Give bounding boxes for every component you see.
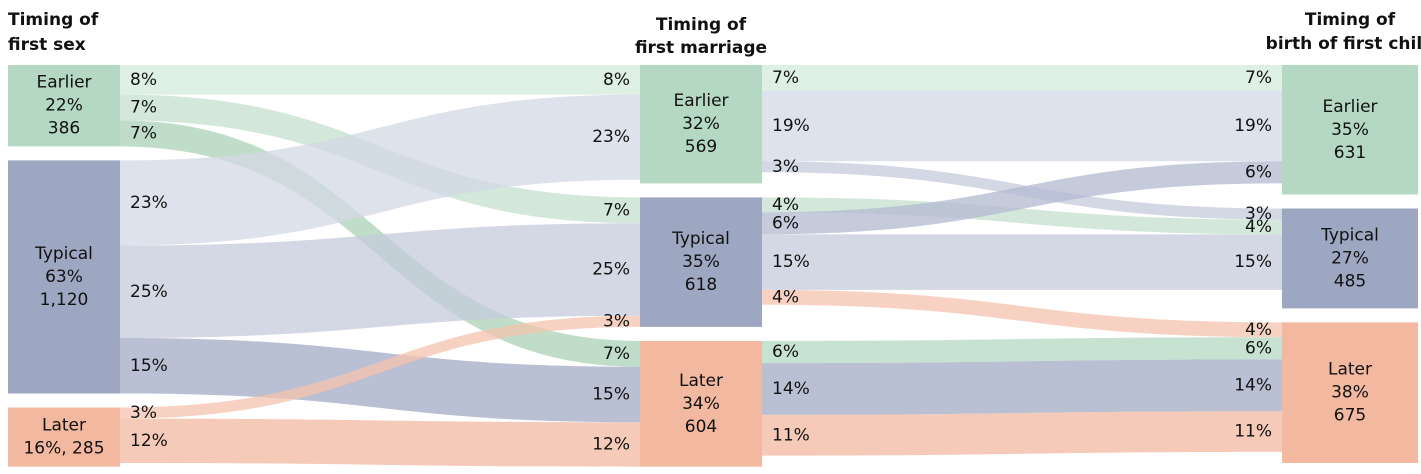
node-label: 675 [1334, 406, 1366, 426]
node [8, 160, 120, 394]
flow-label: 3% [130, 403, 157, 423]
stage-title: Timing of [8, 10, 99, 30]
flow-label: 7% [1245, 68, 1272, 88]
flow [762, 337, 1282, 364]
node-label: Later [679, 371, 723, 391]
node-label: Typical [671, 229, 730, 249]
node-label: 618 [685, 275, 717, 295]
node-label: Later [1328, 360, 1372, 380]
flow-label: 19% [1234, 116, 1272, 136]
flow-label: 25% [592, 260, 630, 280]
flow-label: 6% [1245, 162, 1272, 182]
node-label: 569 [685, 137, 717, 157]
flow-label: 14% [1234, 375, 1272, 395]
stage-title: first marriage [635, 38, 767, 58]
flow [762, 359, 1282, 415]
flow-label: 4% [772, 287, 799, 307]
flow-label: 14% [772, 379, 810, 399]
flow-label: 15% [592, 385, 630, 405]
node-label: 63% [45, 267, 83, 287]
flow-label: 3% [772, 157, 799, 177]
flow-label: 8% [130, 70, 157, 90]
flow-label: 4% [1245, 320, 1272, 340]
flow-label: 8% [603, 70, 630, 90]
flow-label: 7% [772, 68, 799, 88]
flow-label: 7% [130, 98, 157, 118]
stage-title: birth of first child [1266, 34, 1421, 54]
flow-label: 19% [772, 116, 810, 136]
flow [120, 94, 640, 246]
node-label: Earlier [1322, 97, 1377, 117]
stage-title: Timing of [656, 15, 747, 35]
flow [120, 223, 640, 338]
node [640, 65, 762, 184]
node-label: Later [42, 416, 86, 436]
flow [120, 315, 640, 419]
flow-label: 7% [130, 123, 157, 143]
node-label: 35% [682, 252, 720, 272]
flow-label: 23% [130, 193, 168, 213]
node-label: 38% [1331, 383, 1369, 403]
node-label: 32% [682, 114, 720, 134]
node-label: Typical [1320, 225, 1379, 245]
node [640, 197, 762, 327]
stage-title: Timing of [1305, 10, 1396, 30]
node [8, 407, 120, 467]
flow [120, 418, 640, 467]
node [8, 65, 120, 147]
flow-label: 4% [1245, 217, 1272, 237]
node-label: 35% [1331, 120, 1369, 140]
node [1282, 65, 1418, 195]
node-label: 16%, 285 [23, 439, 104, 459]
flow-label: 3% [603, 311, 630, 331]
stage-title: first sex [8, 35, 86, 55]
flow-label: 7% [603, 344, 630, 364]
node-label: Earlier [673, 91, 728, 111]
flow-label: 3% [1245, 204, 1272, 224]
flow [762, 161, 1282, 235]
node-label: 22% [45, 96, 83, 116]
node [640, 340, 762, 467]
flow-label: 15% [130, 356, 168, 376]
flow [762, 289, 1282, 338]
flow-label: 6% [772, 213, 799, 233]
node [1282, 208, 1418, 309]
flow [762, 65, 1282, 91]
flow-label: 12% [130, 431, 168, 451]
node-label: Earlier [36, 73, 91, 93]
node-label: 27% [1331, 248, 1369, 268]
node-label: 604 [685, 417, 717, 437]
flow [762, 234, 1282, 290]
node-label: 386 [48, 119, 80, 139]
node-label: 34% [682, 394, 720, 414]
flow-label: 6% [1245, 338, 1272, 358]
flow-label: 7% [603, 200, 630, 220]
flow [762, 197, 1282, 235]
node-label: 485 [1334, 271, 1366, 291]
node-label: 1,120 [40, 290, 89, 310]
flow-label: 6% [772, 342, 799, 362]
flow-label: 12% [592, 435, 630, 455]
flow [120, 65, 640, 95]
flow-label: 15% [1234, 252, 1272, 272]
flow-label: 15% [772, 252, 810, 272]
node-label: 631 [1334, 143, 1366, 163]
flow-label: 11% [772, 425, 810, 445]
flow [762, 90, 1282, 162]
flow [120, 338, 640, 423]
flow-label: 23% [592, 127, 630, 147]
flow-label: 11% [1234, 422, 1272, 442]
flow-label: 25% [130, 282, 168, 302]
node [1282, 322, 1418, 463]
node-label: Typical [34, 244, 93, 264]
flow [762, 411, 1282, 456]
flow-label: 4% [772, 195, 799, 215]
